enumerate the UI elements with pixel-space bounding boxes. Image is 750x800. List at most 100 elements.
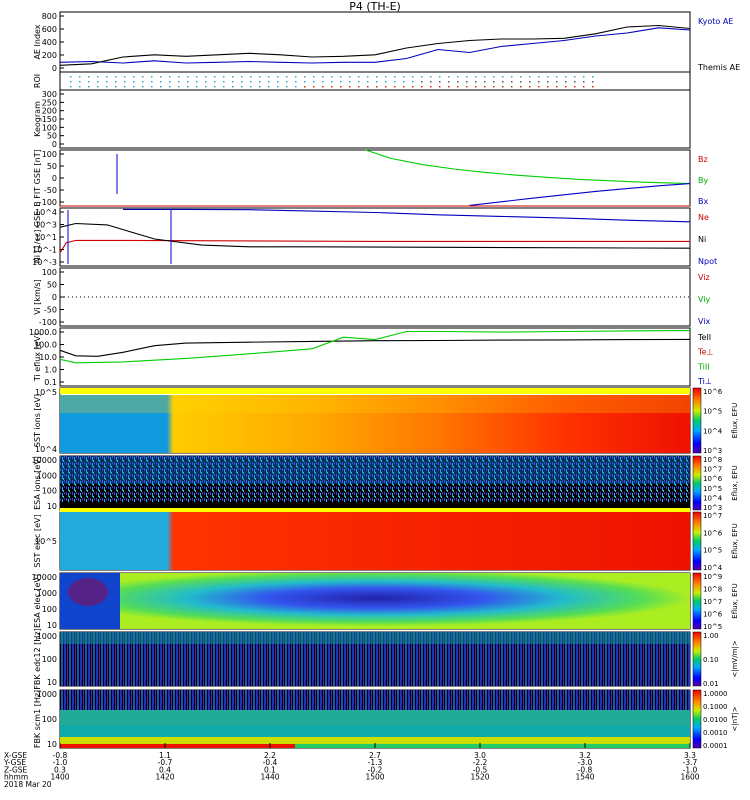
panel-frame-keogram (59, 89, 691, 149)
roi-dot (160, 76, 162, 78)
roi-dot (142, 81, 144, 83)
ytick-label: 50 (47, 162, 57, 171)
xaxis-row-label: Z-GSE (4, 765, 28, 774)
roi-dot (475, 86, 477, 88)
roi-dot (304, 76, 306, 78)
roi-dot (340, 86, 342, 88)
panel-frame-vi (59, 267, 691, 327)
roi-dot (151, 86, 153, 88)
roi-dot (430, 86, 432, 88)
colorbar-label-esa_e: Eflux, EFU (731, 583, 739, 618)
legend-bx: Bx (698, 197, 708, 206)
roi-dot (520, 81, 522, 83)
ytick-label: -100 (39, 198, 57, 207)
roi-dot (592, 81, 594, 83)
ytick-label: 50 (47, 132, 57, 141)
roi-dot (412, 81, 414, 83)
xaxis-value: -0.8 (53, 751, 68, 760)
roi-dot (583, 81, 585, 83)
colorbar-esa_e (692, 572, 702, 630)
roi-dot (241, 86, 243, 88)
roi-dot (88, 81, 90, 83)
roi-dot (529, 76, 531, 78)
roi-dot (466, 76, 468, 78)
roi-dot (196, 76, 198, 78)
roi-dot (367, 76, 369, 78)
ytick-label: 10000 (32, 456, 57, 465)
ytick-label: 10^4 (35, 208, 57, 217)
roi-dot (331, 86, 333, 88)
colorbar-tick: 10^3 (703, 447, 722, 455)
roi-dot (223, 86, 225, 88)
roi-dot (286, 76, 288, 78)
xaxis-value: 1440 (260, 773, 279, 782)
roi-dot (574, 81, 576, 83)
colorbar-tick: 10^7 (703, 512, 722, 520)
colorbar-tick: 10^4 (703, 564, 723, 572)
roi-dot (331, 76, 333, 78)
colorbar-label-esa_i: Eflux, EFU (731, 465, 739, 500)
roi-dot (565, 76, 567, 78)
roi-dot (151, 81, 153, 83)
legend-by: By (698, 176, 708, 185)
roi-dot (259, 81, 261, 83)
roi-dot (403, 76, 405, 78)
roi-dot (331, 81, 333, 83)
roi-dot (439, 76, 441, 78)
roi-dot (565, 81, 567, 83)
colorbar-tick: 0.0010 (703, 729, 728, 737)
roi-dot (493, 81, 495, 83)
series-ti-teii (59, 338, 691, 357)
roi-dot (151, 76, 153, 78)
roi-dot (484, 86, 486, 88)
xaxis-value: 1600 (680, 773, 699, 782)
roi-dot (178, 76, 180, 78)
ytick-label: 10^-1 (32, 246, 57, 255)
xaxis-row-label: hhmm (4, 773, 28, 782)
ytick-label: 150 (42, 115, 57, 124)
ylabel-ni: Ni [1/cc] GSE (33, 211, 42, 263)
xaxis-value: 1420 (155, 773, 174, 782)
ylabel-esa_e: ESA elec [eV] (33, 574, 42, 628)
roi-dot (205, 76, 207, 78)
roi-dot (493, 76, 495, 78)
colorbar-tick: 10^5 (703, 623, 722, 631)
xaxis-value: -1.0 (53, 758, 68, 767)
series-ti-tiii (59, 330, 691, 364)
roi-dot (574, 76, 576, 78)
roi-dot (97, 76, 99, 78)
xaxis-value: -0.2 (368, 765, 383, 774)
ytick-label: 100 (42, 487, 57, 496)
ytick-label: 0 (52, 64, 57, 73)
ytick-label: 600 (42, 25, 57, 34)
roi-dot (124, 81, 126, 83)
esa-ions-spectrogram (60, 456, 690, 510)
colorbar-tick: 10^6 (703, 529, 723, 537)
roi-dot (376, 81, 378, 83)
ytick-label: 400 (42, 38, 57, 47)
roi-dot (124, 86, 126, 88)
x-axis: X-GSE -0.8 1.1 2.2 2.7 3.0 3.2 3.3 Y-GSE -1.0 -0.7… (3, 743, 700, 789)
roi-dot (79, 86, 81, 88)
colorbar-tick: 10^7 (703, 598, 722, 606)
ytick-label: 250 (42, 98, 57, 107)
ytick-label: 1000 (37, 690, 57, 699)
roi-dot (403, 81, 405, 83)
roi-dot (520, 86, 522, 88)
ytick-label: 100.0 (34, 341, 57, 350)
xaxis-value: 2.2 (264, 751, 276, 760)
xaxis-value: -3.7 (683, 758, 698, 767)
colorbar-tick: 1.0000 (703, 690, 728, 698)
ylabel-sst_e: SST elec [eV] (33, 514, 42, 567)
roi-dot (214, 86, 216, 88)
colorbar-tick: 10^4 (703, 494, 723, 502)
roi-dot (367, 86, 369, 88)
ytick-label: 1000 (37, 589, 57, 598)
roi-dot (133, 86, 135, 88)
ytick-label: 0 (52, 140, 57, 149)
colorbar-tick: 10^5 (703, 408, 722, 416)
roi-dot (457, 86, 459, 88)
roi-dot (421, 86, 423, 88)
ytick-label: 100 (42, 715, 57, 724)
